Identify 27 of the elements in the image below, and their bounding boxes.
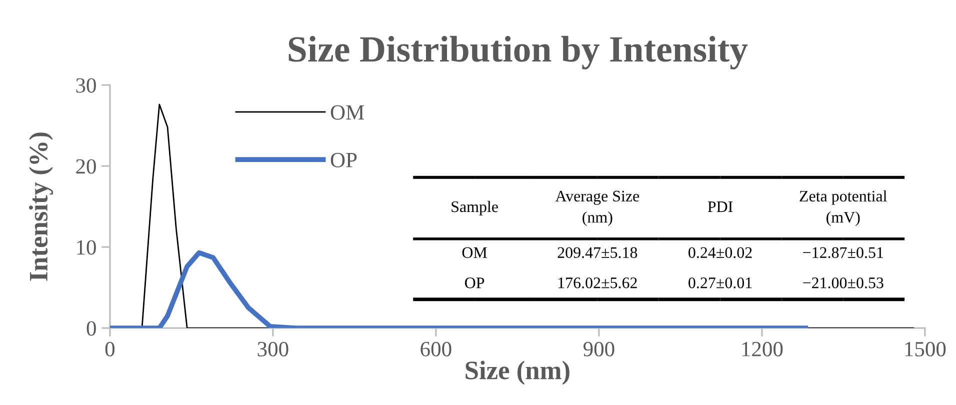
annotation: PDI	[708, 202, 733, 212]
x-tick-label: 1200	[742, 342, 783, 356]
x-tick-label: 600	[420, 342, 452, 356]
annotation: OP	[464, 278, 484, 288]
y-tick-label: 10	[77, 240, 96, 255]
annotation: 176.02±5.62	[558, 277, 637, 288]
x-tick-label: 900	[583, 342, 614, 356]
annotation: 0.27±0.01	[688, 277, 752, 288]
y-tick-label: 30	[76, 78, 96, 93]
y-axis-title: Intensity (%)	[28, 132, 53, 281]
annotation: Average Size (nm)	[555, 190, 640, 226]
chart-title: Size Distribution by Intensity	[288, 36, 748, 70]
x-axis-title: Size (nm)	[466, 360, 570, 385]
annotation: Sample	[452, 200, 498, 216]
annotation: 209.47±5.18	[558, 247, 638, 258]
legend-label: OP	[330, 152, 357, 168]
annotation: OM	[462, 247, 487, 258]
annotation: 0.24±0.02	[688, 247, 752, 258]
x-tick-label: 1500	[905, 342, 946, 356]
y-tick-label: 20	[76, 159, 96, 174]
y-tick-label: 0	[86, 321, 96, 336]
legend-label: OM	[330, 105, 364, 120]
annotation: Zeta potential (mV)	[800, 190, 887, 226]
x-tick-label: 300	[258, 342, 288, 356]
x-tick-label: 0	[105, 342, 114, 356]
annotation: −12.87±0.51	[803, 247, 883, 258]
annotation: −21.00±0.53	[803, 277, 884, 288]
